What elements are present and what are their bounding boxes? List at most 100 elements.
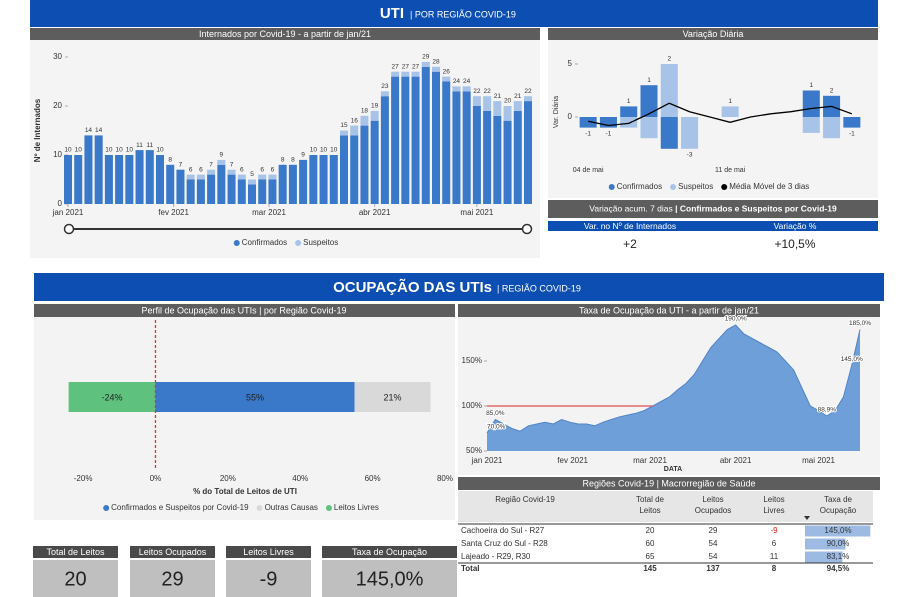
bar-segment [442,76,451,82]
legend-swatch [233,240,240,246]
legend-label: Média Móvel de 3 dias [729,182,809,191]
bar-segment [186,179,195,204]
bar-segment [186,174,195,180]
bar-segment [442,81,451,204]
y-axis-label: Nº de Internados [33,98,42,162]
bar-segment [207,174,216,204]
data-label: 7 [179,161,183,168]
variation-value: +10,5% [774,237,815,251]
kpi-label: Leitos Livres [243,547,294,557]
column-header: Região Covid-19 [495,495,555,504]
bar-segment [524,96,532,102]
data-label: 6 [240,166,244,173]
bar-segment [145,150,154,204]
kpi-body [33,560,118,597]
data-label: 8 [281,157,285,164]
title-bar [30,28,540,40]
bar-segment [681,117,699,149]
legend-swatch [103,505,110,511]
data-label: 24 [453,78,461,85]
data-label: 9 [220,152,224,159]
variation-col: Var. no Nº de Internados [584,221,676,231]
slider-handle[interactable] [63,223,75,235]
bar-segment [452,91,461,204]
data-label: -1 [585,130,591,137]
table-cell: 145,0% [824,526,851,535]
bar-segment [401,76,410,204]
bar-segment [227,169,236,175]
legend-label: Suspeitos [678,182,713,191]
data-label: 190,0% [725,316,747,323]
data-label: 10 [75,147,83,154]
bar-segment [802,117,820,133]
data-label: 85,0% [486,410,505,417]
data-label: 21 [494,93,502,100]
x-tick-label: 60% [365,474,381,483]
bar-segment [115,155,124,204]
data-label: -1 [849,130,855,137]
title-bar [458,477,880,490]
bar-segment [640,85,658,117]
bar-segment [391,71,400,77]
title-bar [548,200,878,218]
data-label: 55% [246,392,264,402]
legend-swatch [608,184,615,190]
x-tick-label: mai 2021 [460,208,493,217]
x-tick-label: fev 2021 [557,456,588,465]
kpi-body [226,560,311,597]
bar-segment [721,106,739,117]
data-label: 2 [667,56,671,63]
bar-segment [104,155,113,204]
kpi-label: Total de Leitos [46,547,105,557]
kpi-label: Taxa de Ocupação [352,547,427,557]
bar-segment [258,174,267,180]
slider-handle[interactable] [521,223,533,235]
y-tick-label: 100% [462,401,482,410]
table-title: Regiões Covid-19 | Macrorregião de Saúde [583,478,756,488]
data-label: 11 [136,142,143,149]
bar-segment [411,71,420,77]
bar-segment [278,164,287,204]
kpi-value: 145,0% [356,568,424,590]
bar-segment [196,179,205,204]
data-label: 10 [156,147,164,154]
table-cell: -9 [770,526,778,535]
table-cell: 90,0% [827,539,850,548]
bar-segment [462,91,471,204]
section-bar [34,273,884,301]
variation-title-main: Variação acum. 7 dias [589,204,672,214]
bar-segment [503,106,512,121]
bar-segment [207,169,216,175]
data-label: 27 [412,63,420,70]
kpi-label: Leitos Ocupados [139,547,207,557]
data-label: 1 [728,98,732,105]
sort-icon[interactable] [804,516,810,520]
moving-average-line [588,102,853,127]
bar-segment [94,135,103,204]
column-header: Ocupados [695,506,731,515]
legend-label: Confirmados [617,182,662,191]
bar-segment [68,382,156,412]
legend-label: Confirmados e Suspeitos por Covid-19 [111,503,249,512]
bar-segment [472,106,481,204]
data-label: 14 [85,127,93,134]
y-tick-label: 50% [466,446,482,455]
data-label: 10 [330,147,338,154]
data-label: 11 [146,142,153,149]
bar-segment [135,150,144,204]
table-total: 8 [772,564,777,573]
column-header: Taxa de [824,495,853,504]
bar-segment [660,117,678,149]
legend-swatch [256,505,263,511]
data-label: 7 [209,161,213,168]
bar-segment [493,115,502,204]
x-tick-label: 0% [150,474,162,483]
bar-segment [350,125,359,136]
data-label: 6 [271,166,275,173]
variation-title: Variação acum. 7 dias | Confirmados e Su… [589,204,837,214]
data-label: 26 [443,68,451,75]
data-label: 8 [291,157,295,164]
variation-col: Variação % [774,221,817,231]
data-label: 18 [361,108,369,115]
x-tick-label: 20% [220,474,236,483]
